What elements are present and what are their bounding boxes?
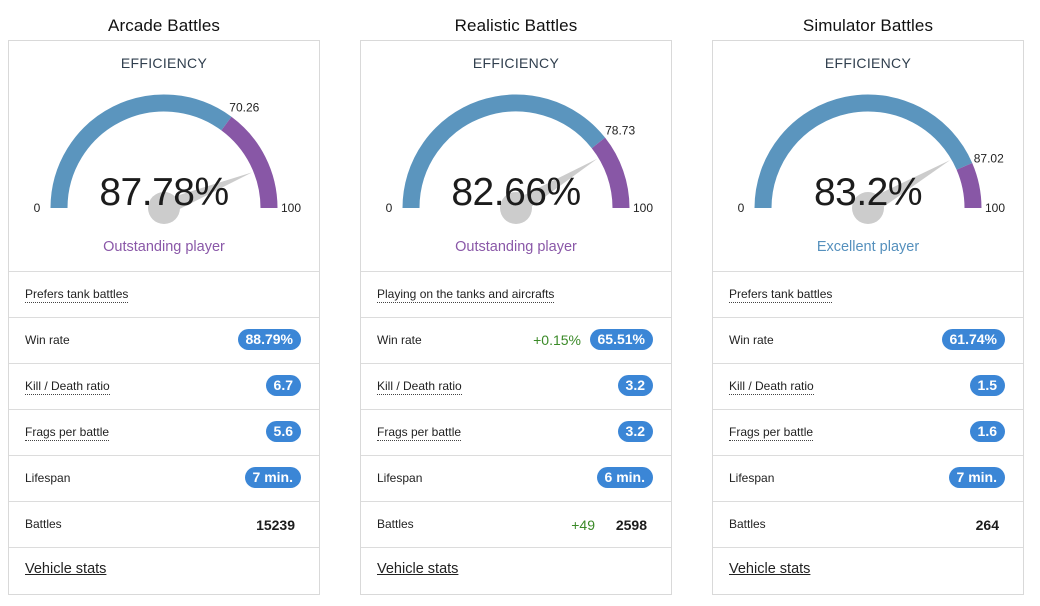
gauge-arc-main (754, 94, 973, 209)
efficiency-label: EFFICIENCY (824, 55, 912, 71)
win-rate-label: Win rate (25, 333, 70, 347)
preference-label[interactable]: Playing on the tanks and aircrafts (377, 287, 555, 303)
preference-row: Prefers tank battles (9, 271, 319, 318)
lifespan-row: Lifespan 7 min. (713, 455, 1023, 502)
player-rating: Excellent player (816, 239, 920, 255)
battles-value: 2598 (615, 517, 647, 533)
vehicle-stats-row: Vehicle stats (361, 547, 671, 594)
stat-value-badge: 7 min. (244, 467, 301, 488)
kill-death-row: Kill / Death ratio 1.5 (713, 363, 1023, 410)
gauge-max-label: 100 (633, 201, 653, 215)
win-rate-delta: +0.15% (533, 332, 581, 348)
column-title: Simulator Battles (802, 16, 934, 35)
win-rate-row: Win rate 65.51% +0.15% (361, 317, 671, 364)
gauge-threshold-label: 70.26 (229, 100, 259, 114)
frags-label[interactable]: Frags per battle (377, 425, 462, 441)
gauge-min-label: 0 (738, 201, 745, 215)
kill-death-row: Kill / Death ratio 3.2 (361, 363, 671, 410)
frags-row: Frags per battle 3.2 (361, 409, 671, 456)
gauge-needle (863, 160, 951, 215)
kill-death-label[interactable]: Kill / Death ratio (25, 379, 110, 395)
gauge-max-label: 100 (985, 201, 1005, 215)
gauge-arc-top (956, 162, 982, 209)
efficiency-value: 83.2% (813, 171, 923, 214)
vehicle-stats-link[interactable]: Vehicle stats (25, 561, 107, 577)
vehicle-stats-link[interactable]: Vehicle stats (377, 561, 459, 577)
stats-card: EFFICIENCY 0 100 78.73 82.66% Outstanding pla… (360, 40, 672, 595)
stat-value-badge: 7 min. (948, 467, 1005, 488)
efficiency-value: 87.78% (99, 171, 229, 214)
kill-death-row: Kill / Death ratio 6.7 (9, 363, 319, 410)
battles-value: 264 (975, 517, 999, 533)
battles-row: Battles 15239 (9, 501, 319, 548)
gauge-arc-main (402, 94, 606, 209)
battles-label: Battles (729, 517, 766, 531)
gauge-needle (161, 172, 253, 216)
preference-label[interactable]: Prefers tank battles (729, 287, 833, 303)
stat-value-badge: 1.5 (969, 375, 1005, 396)
battles-label: Battles (377, 517, 414, 531)
efficiency-gauge: 0 100 87.02 (738, 94, 1005, 224)
frags-row: Frags per battle 5.6 (9, 409, 319, 456)
frags-row: Frags per battle 1.6 (713, 409, 1023, 456)
gauge-arc-top (221, 116, 278, 209)
win-rate-label: Win rate (377, 333, 422, 347)
stat-value-badge: 6 min. (596, 467, 653, 488)
efficiency-gauge: 0 100 70.26 (34, 94, 301, 224)
kill-death-label[interactable]: Kill / Death ratio (729, 379, 814, 395)
gauge-needle (511, 158, 598, 215)
gauge-min-label: 0 (34, 201, 41, 215)
gauge-needle-hub (500, 192, 532, 224)
stat-value-badge: 6.7 (265, 375, 301, 396)
gauge-min-label: 0 (386, 201, 393, 215)
lifespan-label: Lifespan (729, 471, 775, 485)
efficiency-label: EFFICIENCY (120, 55, 208, 71)
efficiency-label: EFFICIENCY (472, 55, 560, 71)
battles-delta: +49 (571, 517, 595, 533)
kill-death-label[interactable]: Kill / Death ratio (377, 379, 462, 395)
stat-value-badge: 61.74% (941, 329, 1005, 350)
column-title: Arcade Battles (108, 16, 220, 35)
stat-value-badge: 3.2 (617, 421, 653, 442)
win-rate-row: Win rate 88.79% (9, 317, 319, 364)
vehicle-stats-link[interactable]: Vehicle stats (729, 561, 811, 577)
stats-card: EFFICIENCY 0 100 87.02 83.2% Excellent player… (712, 40, 1024, 595)
win-rate-label: Win rate (729, 333, 774, 347)
column-title: Realistic Battles (454, 16, 578, 35)
gauge-needle-hub (148, 192, 180, 224)
gauge-needle-hub (852, 192, 884, 224)
stat-value-badge: 88.79% (237, 329, 301, 350)
stat-value-badge: 65.51% (589, 329, 653, 350)
lifespan-row: Lifespan 6 min. (361, 455, 671, 502)
battles-row: Battles 2598 +49 (361, 501, 671, 548)
frags-label[interactable]: Frags per battle (25, 425, 110, 441)
efficiency-gauge: 0 100 78.73 (386, 94, 653, 224)
stat-value-badge: 5.6 (265, 421, 301, 442)
player-rating: Outstanding player (103, 239, 225, 255)
preference-label[interactable]: Prefers tank battles (25, 287, 129, 303)
vehicle-stats-row: Vehicle stats (713, 547, 1023, 594)
vehicle-stats-row: Vehicle stats (9, 547, 319, 594)
stat-value-badge: 1.6 (969, 421, 1005, 442)
battles-label: Battles (25, 517, 62, 531)
efficiency-value: 82.66% (451, 171, 581, 214)
frags-label[interactable]: Frags per battle (729, 425, 814, 441)
gauge-max-label: 100 (281, 201, 301, 215)
lifespan-label: Lifespan (377, 471, 423, 485)
gauge-arc-top (591, 137, 630, 209)
stat-value-badge: 3.2 (617, 375, 653, 396)
preference-row: Prefers tank battles (713, 271, 1023, 318)
gauge-arc-main (50, 94, 232, 209)
preference-row: Playing on the tanks and aircrafts (361, 271, 671, 318)
lifespan-row: Lifespan 7 min. (9, 455, 319, 502)
player-rating: Outstanding player (455, 239, 577, 255)
gauge-threshold-label: 87.02 (974, 151, 1004, 165)
stats-card: EFFICIENCY 0 100 70.26 87.78% Outstanding pla… (8, 40, 320, 595)
lifespan-label: Lifespan (25, 471, 71, 485)
win-rate-row: Win rate 61.74% (713, 317, 1023, 364)
battles-value: 15239 (256, 517, 295, 533)
battles-row: Battles 264 (713, 501, 1023, 548)
gauge-threshold-label: 78.73 (605, 124, 635, 138)
